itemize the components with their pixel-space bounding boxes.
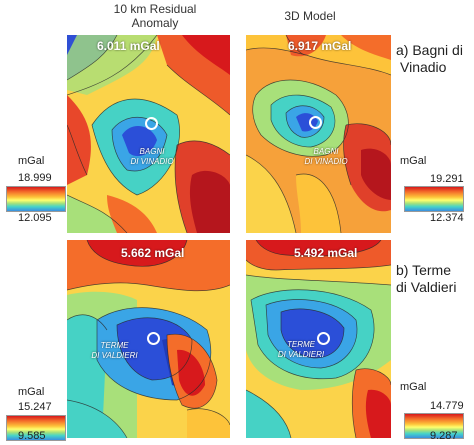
place-b-model-line1: TERME — [287, 340, 315, 349]
residual-title-line1: 10 km Residual — [113, 2, 197, 16]
panel-a-residual-place: BAGNI DI VINADIO — [107, 147, 197, 167]
panel-a-model-amplitude: 6.917 mGal — [288, 39, 352, 53]
colorbar-a-left-min: 12.095 — [18, 212, 52, 224]
site-title-b-line1: b) Terme — [396, 262, 451, 278]
site-title-b-line2: di Valdieri — [396, 279, 457, 295]
colorbar-a-right-max: 19.291 — [430, 173, 464, 185]
colorbar-b-right-max: 14.779 — [430, 400, 464, 412]
panel-b-residual-place: TERME DI VALDIERI — [77, 341, 152, 361]
residual-column-title: 10 km Residual Anomaly — [95, 2, 215, 30]
model-column-title: 3D Model — [250, 9, 370, 23]
site-title-a-line1: a) Bagni di — [396, 42, 463, 58]
residual-map-b — [67, 240, 230, 438]
panel-b-model-amplitude: 5.492 mGal — [294, 246, 358, 260]
colorbar-b-right-min: 9.287 — [430, 430, 458, 442]
model-map-a — [246, 35, 391, 233]
colorbar-a-right-unit: mGal — [400, 155, 427, 167]
site-title-a-line2: Vinadio — [400, 59, 447, 75]
panel-a-residual-amplitude: 6.011 mGal — [97, 39, 160, 53]
panel-b-model: 5.492 mGal TERME DI VALDIERI — [246, 240, 391, 438]
colorbar-a-left-unit: mGal — [18, 155, 45, 167]
place-b-residual-line1: TERME — [100, 341, 129, 350]
colorbar-b-left — [6, 415, 66, 441]
colorbar-a-left-max: 18.999 — [18, 172, 52, 184]
panel-b-residual: 5.662 mGal TERME DI VALDIERI — [67, 240, 230, 438]
spring-marker-a-residual — [145, 117, 158, 130]
model-title: 3D Model — [284, 9, 336, 23]
colorbar-b-right — [404, 413, 464, 439]
spring-marker-b-residual — [147, 332, 160, 345]
colorbar-b-left-min: 9.585 — [18, 430, 46, 442]
spring-marker-a-model — [309, 116, 322, 129]
residual-title-line2: Anomaly — [131, 16, 179, 30]
panel-a-residual: 6.011 mGal BAGNI DI VINADIO — [67, 35, 230, 233]
panel-a-model-place: BAGNI DI VINADIO — [281, 147, 371, 167]
colorbar-a-right-min: 12.374 — [430, 212, 464, 224]
place-a-residual-line1: BAGNI — [139, 147, 165, 156]
site-title-a: a) Bagni di Vinadio — [396, 42, 463, 76]
place-a-model-line2: DI VINADIO — [304, 157, 348, 166]
colorbar-a-left — [6, 186, 66, 212]
residual-map-a — [67, 35, 230, 233]
place-b-model-line2: DI VALDIERI — [277, 350, 325, 359]
spring-marker-b-model — [317, 332, 330, 345]
site-title-b: b) Terme di Valdieri — [396, 262, 456, 296]
panel-b-residual-amplitude: 5.662 mGal — [121, 246, 185, 260]
colorbar-a-right — [404, 186, 464, 212]
panel-b-model-place: TERME DI VALDIERI — [266, 340, 336, 360]
colorbar-b-left-unit: mGal — [18, 386, 45, 398]
colorbar-b-right-unit: mGal — [400, 381, 427, 393]
colorbar-b-left-max: 15.247 — [18, 401, 52, 413]
panel-a-model: 6.917 mGal BAGNI DI VINADIO — [246, 35, 391, 233]
place-a-residual-line2: DI VINADIO — [130, 157, 174, 166]
place-b-residual-line2: DI VALDIERI — [91, 351, 138, 360]
place-a-model-line1: BAGNI — [313, 147, 339, 156]
